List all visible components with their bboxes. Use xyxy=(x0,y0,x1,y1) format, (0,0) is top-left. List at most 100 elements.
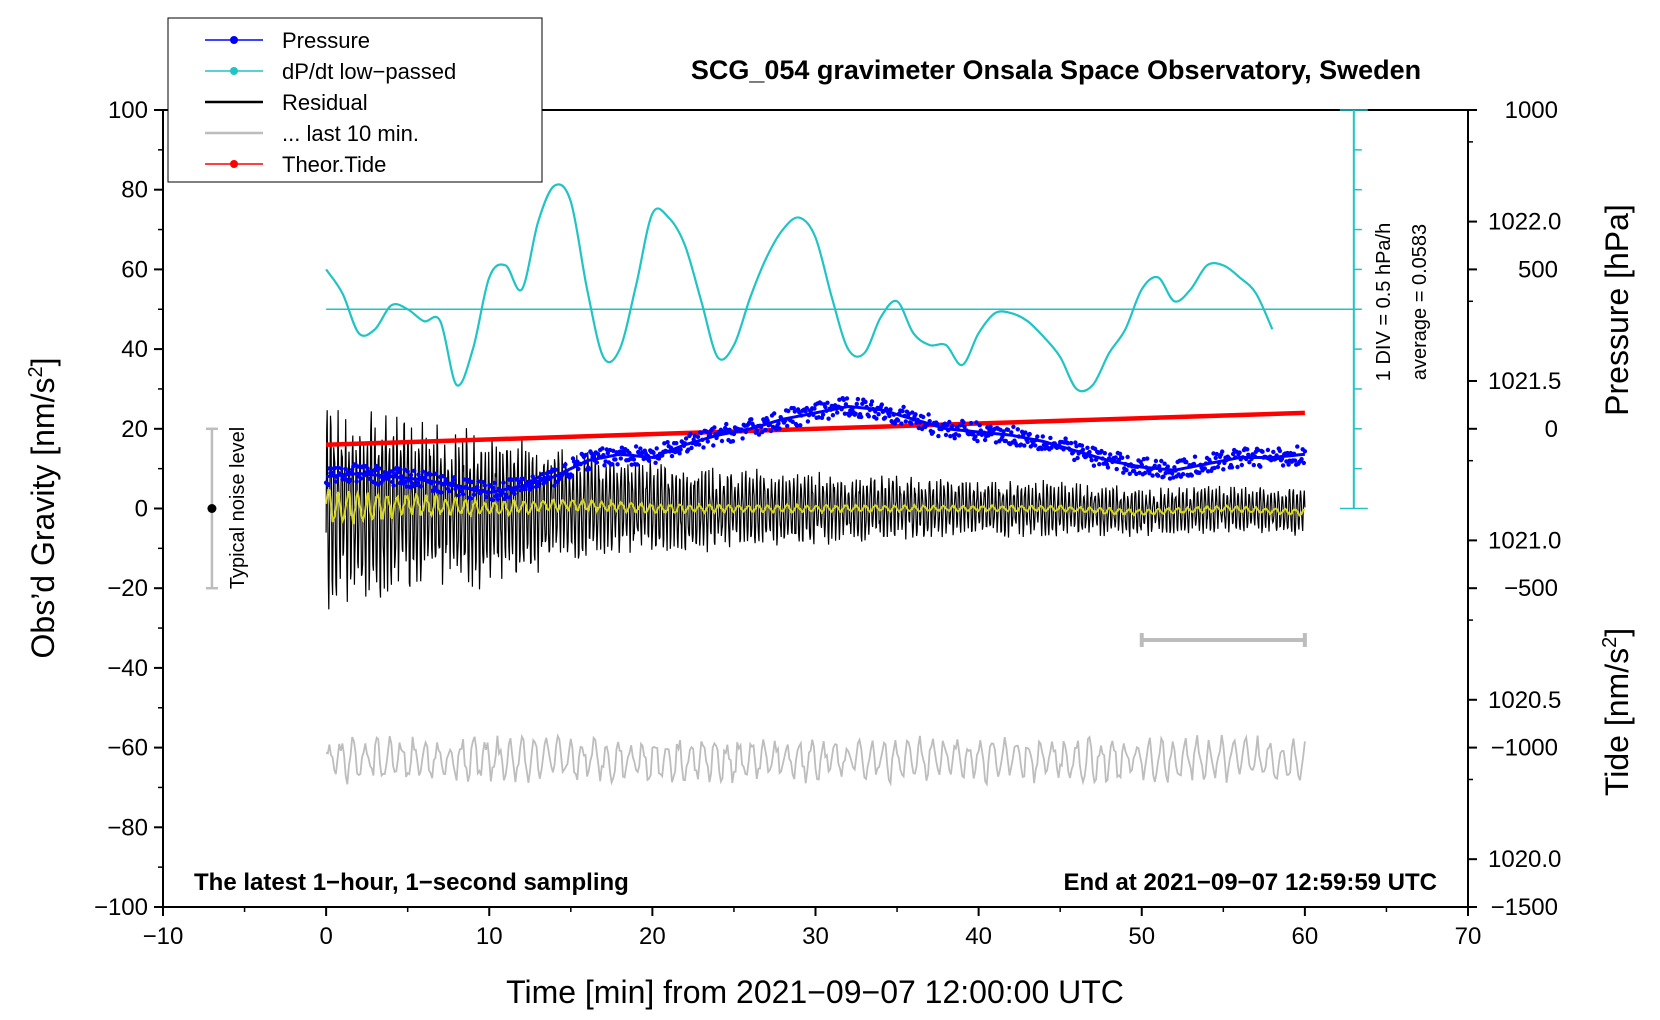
pressure-point xyxy=(988,424,993,429)
pressure-point xyxy=(903,419,908,424)
pressure-point xyxy=(1220,449,1225,454)
pressure-point xyxy=(615,462,620,467)
y-left-tick-label-8: −60 xyxy=(107,735,148,762)
pressure-point xyxy=(1141,456,1147,462)
pressure-point xyxy=(326,482,331,488)
pressure-tick-label-2: 1021.0 xyxy=(1488,527,1561,554)
pressure-point xyxy=(396,466,402,472)
legend-item-3: ... last 10 min. xyxy=(205,121,419,146)
x-tick-label-8: 70 xyxy=(1455,923,1482,950)
pressure-point xyxy=(332,465,337,471)
pressure-point xyxy=(906,411,912,416)
pressure-point xyxy=(1255,447,1261,453)
pressure-point xyxy=(1145,456,1150,461)
pressure-point xyxy=(674,441,679,446)
pressure-point xyxy=(1229,465,1235,470)
pressure-point xyxy=(993,440,999,445)
pressure-point xyxy=(874,416,879,421)
pressure-point xyxy=(777,426,782,431)
pressure-point xyxy=(1125,454,1130,460)
pressure-point xyxy=(974,420,979,425)
pressure-point xyxy=(410,484,416,489)
pressure-point xyxy=(651,450,656,455)
y-left-tick-label-6: −20 xyxy=(107,575,148,602)
pressure-point xyxy=(1108,452,1113,457)
pressure-point xyxy=(790,419,795,424)
pressure-point xyxy=(895,418,901,423)
pressure-point xyxy=(956,433,962,438)
noise-center-dot xyxy=(207,504,217,513)
pressure-point xyxy=(1065,441,1071,446)
pressure-axis-title: Pressure [hPa] xyxy=(1599,204,1635,416)
noise-level-indicator xyxy=(205,427,218,590)
noise-level-label: Typical noise level xyxy=(227,427,249,589)
pressure-point xyxy=(613,457,618,462)
pressure-point xyxy=(540,472,545,477)
left-axis-title-end: ] xyxy=(25,358,61,367)
legend-label-3: ... last 10 min. xyxy=(282,121,419,146)
pressure-point xyxy=(952,436,957,441)
pressure-point xyxy=(517,479,522,485)
pressure-point xyxy=(740,436,745,441)
pressure-point xyxy=(686,447,691,452)
pressure-point xyxy=(395,470,401,475)
pressure-point xyxy=(1286,462,1291,467)
pressure-point xyxy=(853,411,858,416)
pressure-point xyxy=(1301,460,1307,466)
tide-axis: 1000 500 0 −500 −1000 −1500 xyxy=(1468,97,1558,921)
pressure-point xyxy=(365,466,370,471)
pressure-point xyxy=(402,467,407,472)
tide-tick-label-2: 0 xyxy=(1545,416,1558,443)
pressure-point xyxy=(724,421,729,427)
pressure-point xyxy=(1277,448,1283,454)
pressure-point xyxy=(428,472,433,477)
pressure-point xyxy=(420,469,426,474)
pressure-point xyxy=(333,479,339,484)
x-tick-label-3: 20 xyxy=(639,923,666,950)
pressure-point xyxy=(1003,438,1008,444)
pressure-point xyxy=(1009,430,1014,435)
pressure-point xyxy=(977,423,982,428)
pressure-point xyxy=(536,483,541,489)
pressure-point xyxy=(916,425,921,431)
pressure-point xyxy=(1299,457,1304,462)
legend-swatch-dot xyxy=(230,160,238,168)
pressure-point xyxy=(1197,470,1202,475)
dpdt-line xyxy=(325,183,1274,393)
pressure-point xyxy=(1040,434,1046,439)
pressure-point xyxy=(583,452,589,458)
pressure-point xyxy=(876,412,881,417)
tide-tick-label-5: −1500 xyxy=(1491,894,1558,921)
pressure-point xyxy=(1247,460,1252,465)
x-tick-label-5: 40 xyxy=(965,923,992,950)
pressure-point xyxy=(1005,427,1011,432)
pressure-point xyxy=(948,434,953,439)
y-left-tick-label-9: −80 xyxy=(107,814,148,841)
pressure-point xyxy=(1221,467,1226,472)
tide-axis-title-main: Tide [nm/s xyxy=(1599,648,1635,796)
pressure-point xyxy=(1079,443,1085,448)
pressure-point xyxy=(944,423,950,428)
pressure-point xyxy=(854,401,859,407)
pressure-point xyxy=(1089,458,1094,463)
pressure-point xyxy=(635,462,640,467)
pressure-point xyxy=(765,418,770,423)
pressure-point xyxy=(943,432,949,438)
pressure-point xyxy=(701,445,706,450)
tide-tick-label-1: 500 xyxy=(1518,256,1558,283)
pressure-point xyxy=(1180,472,1186,477)
pressure-point xyxy=(1142,470,1148,476)
tide-tick-label-4: −1000 xyxy=(1491,735,1558,762)
pressure-point xyxy=(936,433,941,439)
pressure-point xyxy=(354,479,359,484)
pressure-point xyxy=(1258,464,1263,469)
pressure-point xyxy=(1015,427,1020,432)
pressure-point xyxy=(1155,473,1161,478)
pressure-point xyxy=(1167,476,1173,481)
pressure-point xyxy=(882,415,888,420)
pressure-point xyxy=(879,402,884,407)
pressure-point xyxy=(888,407,893,412)
pressure-point xyxy=(1214,451,1220,457)
pressure-point xyxy=(633,444,639,449)
